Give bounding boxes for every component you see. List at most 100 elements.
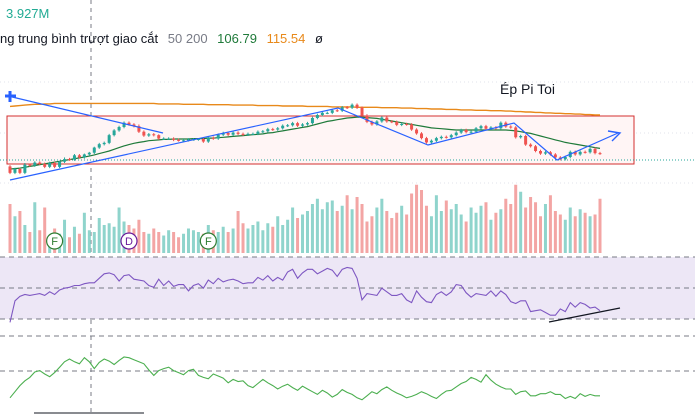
candle — [439, 135, 443, 140]
candle — [325, 111, 329, 115]
volume-bar — [236, 211, 240, 253]
consolidation-box[interactable] — [6, 115, 635, 165]
volume-bar — [429, 216, 433, 253]
volume-bar — [479, 205, 483, 253]
candle — [286, 124, 290, 127]
volume-bar — [395, 212, 399, 253]
volume-bar — [305, 211, 309, 253]
volume-value: 3.927M — [6, 6, 50, 21]
chart-annotation[interactable]: Ép Pi Toi — [500, 81, 555, 97]
volume-bar — [256, 221, 260, 253]
volume-bar — [380, 198, 384, 253]
candle — [588, 147, 592, 154]
ma-slow-line[interactable] — [9, 102, 600, 116]
candle — [350, 103, 354, 109]
cross-marker[interactable] — [5, 91, 16, 102]
volume-bar — [499, 209, 503, 253]
candle — [529, 143, 533, 148]
candle — [593, 147, 597, 155]
volume-bar — [519, 191, 523, 253]
volume-bars — [8, 184, 602, 253]
volume-bar — [464, 221, 468, 253]
volume-bar — [72, 226, 76, 253]
volume-bar — [514, 184, 518, 253]
event-marker-f[interactable]: F — [199, 232, 217, 250]
volume-bar — [454, 204, 458, 253]
volume-bar — [494, 212, 498, 253]
candle — [301, 123, 305, 127]
volume-bar — [539, 216, 543, 253]
candle — [429, 139, 433, 144]
candle — [464, 128, 468, 134]
volume-bar — [38, 230, 42, 253]
rsi-trend-line[interactable] — [548, 307, 621, 323]
volume-bar — [553, 211, 557, 253]
candle — [162, 137, 166, 140]
volume-bar — [534, 202, 538, 253]
volume-bar — [598, 198, 602, 253]
volume-bar — [117, 207, 121, 253]
volume-bar — [186, 228, 190, 253]
candle — [152, 133, 156, 137]
candle — [519, 134, 523, 139]
event-marker-f[interactable]: F — [46, 232, 64, 250]
candle — [434, 136, 438, 142]
ma-legend[interactable]: ng trung bình trượt giao cắt 50 200 106.… — [0, 31, 329, 46]
candle — [137, 124, 141, 133]
volume-bar — [335, 211, 339, 253]
candle — [420, 132, 424, 140]
candle — [424, 136, 428, 144]
candle — [296, 121, 300, 127]
candle — [256, 130, 260, 136]
volume-bar — [92, 232, 96, 253]
trend-line-upper[interactable] — [7, 95, 164, 134]
candle — [43, 162, 47, 169]
ma-fast-line[interactable] — [9, 116, 601, 170]
volume-bar — [504, 198, 508, 253]
volume-bar — [385, 211, 389, 253]
candle — [172, 137, 176, 142]
candle — [355, 103, 359, 109]
oscillator-line[interactable] — [9, 356, 600, 401]
volume-bar — [370, 216, 374, 253]
event-marker-label: D — [125, 236, 133, 248]
candle — [177, 138, 181, 142]
volume-bar — [568, 207, 572, 253]
arrow-head — [607, 130, 622, 142]
volume-bar — [390, 218, 394, 253]
candle — [157, 134, 161, 140]
volume-bar — [310, 204, 314, 253]
candle — [380, 116, 384, 123]
ma-indicator-name: ng trung bình trượt giao cắt — [0, 31, 159, 46]
volume-bar — [375, 207, 379, 253]
volume-bar — [415, 184, 419, 253]
ma-params: 50 200 — [167, 31, 208, 46]
volume-bar — [548, 195, 552, 253]
candle — [87, 151, 91, 156]
candle — [281, 124, 285, 130]
candle — [276, 127, 280, 131]
trend-zigzag[interactable] — [9, 107, 619, 181]
volume-bar — [469, 207, 473, 253]
volume-bar — [360, 204, 364, 253]
volume-bar — [459, 214, 463, 253]
candle — [23, 163, 27, 175]
event-marker-d[interactable]: D — [120, 232, 138, 250]
candle — [231, 131, 235, 136]
volume-bar — [221, 226, 225, 253]
volume-bar — [588, 216, 592, 253]
trend-drawings[interactable] — [7, 95, 619, 181]
candle — [63, 157, 67, 163]
volume-bar — [97, 218, 101, 253]
candle — [484, 124, 488, 130]
rsi-line[interactable] — [9, 266, 601, 323]
candle — [524, 134, 528, 146]
volume-bar — [112, 226, 116, 253]
candle — [18, 167, 22, 175]
volume-bar — [484, 202, 488, 253]
candle — [360, 106, 364, 117]
volume-bar — [489, 219, 493, 253]
